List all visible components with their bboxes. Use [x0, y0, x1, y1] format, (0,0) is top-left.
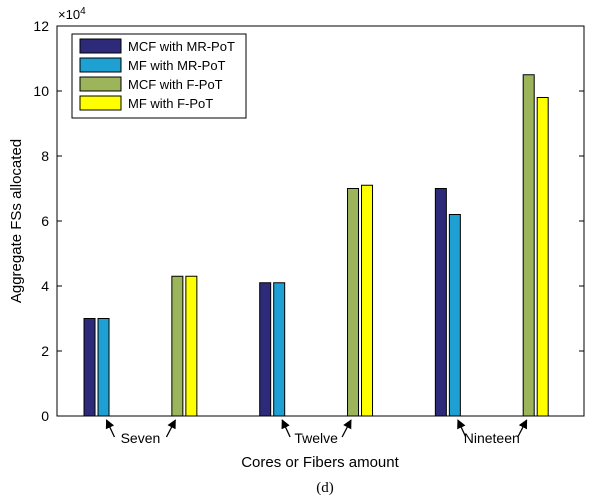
- y-tick-label: 8: [41, 148, 49, 164]
- bar: [361, 184, 374, 417]
- bar: [273, 282, 286, 417]
- bar: [97, 318, 110, 417]
- y-tick-label: 10: [33, 83, 49, 99]
- x-axis-label: Cores or Fibers amount: [241, 454, 399, 471]
- y-tick-label: 0: [41, 408, 49, 424]
- legend: MCF with MR-PoT MF with MR-PoT MCF with F-…: [71, 33, 247, 119]
- bar: [83, 318, 96, 417]
- legend-entry: MF with F-PoT: [128, 96, 213, 111]
- legend-swatch: [79, 57, 122, 73]
- y-tick-label: 6: [41, 213, 49, 229]
- bar: [522, 74, 535, 417]
- legend-entry: MCF with MR-PoT: [128, 39, 235, 54]
- group-arrow-left: [281, 419, 291, 438]
- y-tick-label: 4: [41, 278, 49, 294]
- y-exponent-base: ×10: [58, 7, 80, 22]
- bar: [448, 214, 461, 417]
- group-label: Twelve: [294, 430, 338, 446]
- figure-caption: (d): [316, 480, 334, 496]
- bar: [347, 188, 360, 417]
- legend-entry: MF with MR-PoT: [128, 58, 226, 73]
- bar: [185, 275, 198, 417]
- y-exponent-power: 4: [80, 6, 86, 17]
- bar: [259, 282, 272, 417]
- y-tick-label: 2: [41, 343, 49, 359]
- group-label: Nineteen: [464, 430, 520, 446]
- y-exponent: ×104: [58, 6, 86, 22]
- bar: [171, 275, 184, 417]
- legend-swatch: [79, 38, 122, 54]
- legend-swatch: [79, 76, 122, 92]
- bar: [536, 97, 549, 417]
- group-arrow-left: [105, 419, 116, 438]
- legend-swatch: [79, 95, 122, 111]
- group-label: Seven: [121, 430, 161, 446]
- group-arrow-right: [165, 419, 176, 438]
- group-arrow-right: [517, 419, 528, 438]
- group-arrow-right: [341, 419, 352, 438]
- y-axis-label: Aggregate FSs allocated: [8, 139, 25, 303]
- svg-text:×104: ×104: [58, 6, 86, 22]
- legend-entry: MCF with F-PoT: [128, 77, 223, 92]
- group-labels: Seven Twelve Nineteen: [105, 419, 528, 446]
- bar: [434, 188, 447, 417]
- y-axis: 0 2 4 6 8 10 12: [33, 18, 584, 424]
- y-tick-label: 12: [33, 18, 49, 34]
- group-arrow-left: [457, 419, 467, 438]
- bars-layer: [83, 74, 549, 417]
